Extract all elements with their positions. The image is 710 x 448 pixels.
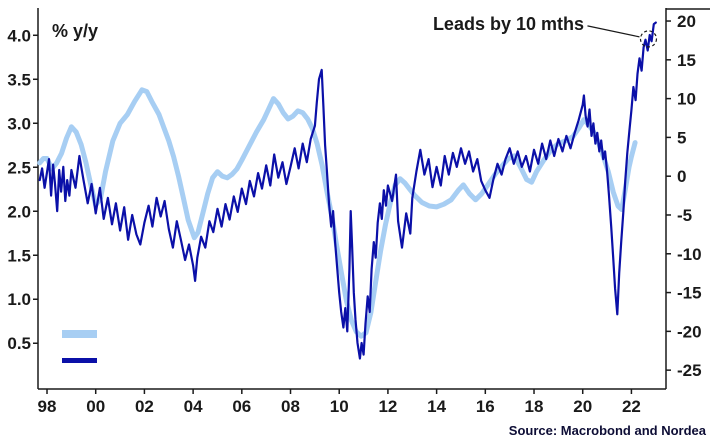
y-left-tick-label: 2.5 bbox=[7, 158, 31, 177]
x-tick-label: 06 bbox=[232, 397, 251, 416]
source-credit: Source: Macrobond and Nordea bbox=[508, 423, 706, 438]
y-left-tick-label: 1.5 bbox=[7, 246, 31, 265]
x-tick-label: 00 bbox=[86, 397, 105, 416]
main-series-line bbox=[37, 87, 638, 339]
x-tick-label: 18 bbox=[525, 397, 544, 416]
y-right-tick-label: -5 bbox=[677, 206, 692, 225]
y-left-tick-label: 1.0 bbox=[7, 290, 31, 309]
y-right-tick-label: 10 bbox=[677, 90, 696, 109]
annotation-dashed-circle bbox=[639, 30, 658, 48]
y-right-tick-label: 5 bbox=[677, 128, 686, 147]
y-left-tick-label: 3.5 bbox=[7, 70, 31, 89]
annotation-pointer-line bbox=[587, 25, 640, 38]
x-tick-label: 08 bbox=[281, 397, 300, 416]
y-left-tick-label: 2.0 bbox=[7, 202, 31, 221]
y-right-tick-label: -10 bbox=[677, 245, 702, 264]
x-tick-label: 20 bbox=[573, 397, 592, 416]
x-tick-label: 22 bbox=[622, 397, 641, 416]
y-right-tick-label: 15 bbox=[677, 51, 696, 70]
y-right-tick-label: 0 bbox=[677, 167, 686, 186]
y-left-tick-label: 4.0 bbox=[7, 26, 31, 45]
y-left-axis-unit-label: % y/y bbox=[52, 21, 99, 41]
legend-swatch-leading-series bbox=[62, 358, 97, 363]
x-tick-label: 98 bbox=[38, 397, 57, 416]
x-tick-label: 12 bbox=[378, 397, 397, 416]
x-tick-label: 14 bbox=[427, 397, 446, 416]
y-left-tick-label: 3.0 bbox=[7, 114, 31, 133]
x-tick-label: 16 bbox=[476, 397, 495, 416]
y-right-tick-label: -20 bbox=[677, 322, 702, 341]
x-tick-label: 10 bbox=[330, 397, 349, 416]
legend-swatch-main-series bbox=[62, 330, 97, 338]
y-right-tick-label: 20 bbox=[677, 12, 696, 31]
y-left-tick-label: 0.5 bbox=[7, 334, 31, 353]
x-tick-label: 04 bbox=[184, 397, 203, 416]
y-right-tick-label: -15 bbox=[677, 284, 702, 303]
y-right-tick-label: -25 bbox=[677, 361, 702, 380]
lead-annotation-text: Leads by 10 mths bbox=[432, 14, 584, 34]
x-tick-label: 02 bbox=[135, 397, 154, 416]
leading-series-line bbox=[38, 21, 657, 360]
